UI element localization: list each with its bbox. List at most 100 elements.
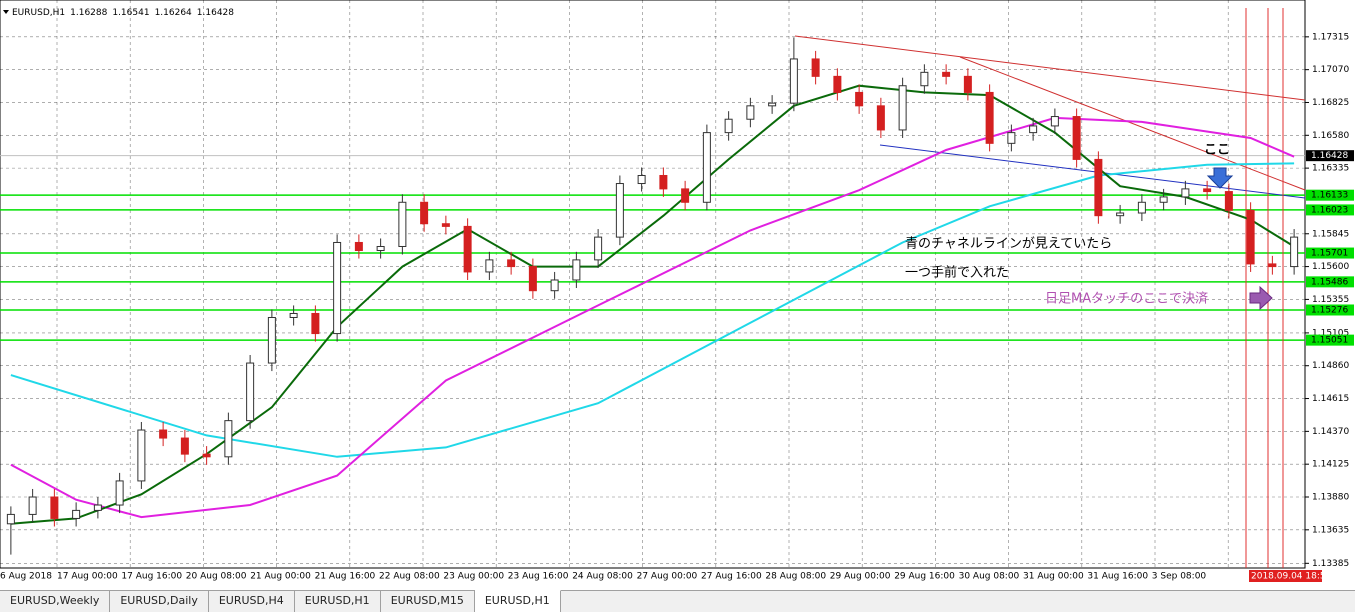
annotation: 日足MAタッチのここで決済: [1045, 291, 1208, 307]
x-tick-label: 27 Aug 16:00: [701, 572, 762, 582]
candle-body: [724, 118, 733, 134]
candle-body: [246, 362, 255, 422]
annotation: 青のチャネルラインが見えていたら: [905, 237, 1112, 252]
x-tick-label: 22 Aug 08:00: [379, 572, 440, 582]
candle-body: [746, 105, 755, 120]
candle-body: [311, 312, 320, 335]
header-value: 1.16541: [112, 8, 149, 18]
level-label-box: [1306, 247, 1354, 259]
candle-body: [137, 429, 146, 482]
level-label: 1.16133: [1311, 191, 1348, 201]
x-tick-label: 29 Aug 00:00: [830, 572, 891, 582]
current-price-box: [1306, 150, 1354, 162]
candle-body: [1246, 209, 1255, 265]
y-tick-label: 1.13880: [1312, 493, 1349, 503]
candle-body: [789, 58, 798, 104]
y-tick-label: 1.16825: [1312, 98, 1349, 108]
header: EURUSD,H1 1.16288 1.16541 1.16264 1.16428: [12, 8, 234, 18]
level-label: 1.15276: [1311, 305, 1348, 315]
candles: [6, 37, 1299, 555]
price-axis: 1.17315 1.17070 1.16825 1.16580 1.16335 1.158…: [0, 32, 1354, 582]
y-tick-label: 1.13385: [1312, 559, 1349, 569]
candle-body: [1290, 236, 1299, 268]
entry-arrow: [1206, 167, 1234, 189]
y-tick-label: 1.15845: [1312, 229, 1349, 239]
tab[interactable]: EURUSD,H1: [474, 590, 561, 612]
candle-body: [1072, 116, 1081, 160]
x-tick-label: 27 Aug 00:00: [637, 572, 698, 582]
level-label: 1.15486: [1311, 277, 1348, 287]
tab[interactable]: EURUSD,M15: [381, 591, 475, 612]
y-tick-label: 1.15105: [1312, 328, 1349, 338]
moving-average: [10, 162, 1295, 458]
candle-body: [768, 102, 777, 107]
y-tick-label: 1.15600: [1312, 262, 1349, 272]
candle-body: [1029, 125, 1038, 134]
candle-body: [398, 201, 407, 247]
candle-body: [376, 245, 385, 252]
candle-body: [1094, 158, 1103, 217]
y-tick-label: 1.14370: [1312, 427, 1349, 437]
cursor-time: 2018.09.04 18:50: [1251, 572, 1332, 582]
x-tick-label: 21 Aug 00:00: [250, 572, 311, 582]
plot-frame: [0, 0, 1306, 569]
header-value: 1.16288: [70, 8, 107, 18]
x-tick-label: 31 Aug 16:00: [1087, 572, 1148, 582]
candle-body: [550, 279, 559, 292]
y-tick-label: 1.17070: [1312, 65, 1349, 75]
candle-body: [811, 58, 820, 77]
candle-body: [876, 105, 885, 131]
candle-body: [1203, 188, 1212, 193]
level-label: 1.16023: [1311, 205, 1348, 215]
candle-body: [1137, 201, 1146, 214]
tab[interactable]: EURUSD,Daily: [110, 591, 209, 612]
tab[interactable]: EURUSD,H1: [295, 591, 381, 612]
candle-body: [6, 513, 15, 525]
candle-body: [1050, 116, 1059, 127]
candle-body: [1181, 188, 1190, 198]
candle-body: [702, 132, 711, 203]
x-tick-label: 31 Aug 00:00: [1023, 572, 1084, 582]
candle-body: [354, 241, 363, 252]
candle-body: [1224, 191, 1233, 211]
level-label: 1.15701: [1311, 249, 1348, 259]
candle-body: [441, 223, 450, 227]
y-tick-label: 1.16335: [1312, 164, 1349, 174]
candle-body: [1116, 212, 1125, 217]
candle-body: [855, 91, 864, 107]
candle-body: [115, 480, 124, 506]
channel-line: [879, 144, 1306, 199]
candle-body: [485, 259, 494, 273]
candle-body: [942, 71, 951, 77]
levels: [0, 155, 1305, 341]
y-tick-label: 1.17315: [1312, 32, 1349, 42]
trend-line: [794, 35, 1306, 101]
y-tick-label: 1.14860: [1312, 361, 1349, 371]
candle-body: [50, 496, 59, 519]
candle-body: [507, 259, 516, 268]
x-tick-label: 21 Aug 16:00: [315, 572, 376, 582]
candle-body: [1007, 132, 1016, 144]
cursor-time-box: [1249, 570, 1322, 582]
y-tick-label: 1.15355: [1312, 295, 1349, 305]
y-tick-label: 1.16580: [1312, 131, 1349, 141]
candle-body: [28, 496, 37, 515]
x-tick-label: 23 Aug 16:00: [508, 572, 569, 582]
tab[interactable]: EURUSD,Weekly: [0, 591, 111, 612]
candle-body: [659, 174, 668, 190]
x-tick-label: 28 Aug 08:00: [765, 572, 826, 582]
tab-bar: EURUSD,Weekly EURUSD,Daily EURUSD,H4 EURUSD…: [0, 590, 1355, 612]
symbol: EURUSD,H1: [12, 8, 65, 18]
candle-body: [615, 183, 624, 238]
x-tick-label: 17 Aug 16:00: [121, 572, 182, 582]
header-value: 1.16264: [155, 8, 192, 18]
level-label-box: [1306, 276, 1354, 288]
candle-body: [72, 509, 81, 519]
candle-body: [333, 241, 342, 335]
x-tick-label: 20 Aug 08:00: [186, 572, 247, 582]
candle-body: [180, 437, 189, 455]
x-tick-label: 6 Aug 2018: [0, 572, 52, 582]
candle-body: [898, 85, 907, 131]
tab[interactable]: EURUSD,H4: [209, 591, 295, 612]
